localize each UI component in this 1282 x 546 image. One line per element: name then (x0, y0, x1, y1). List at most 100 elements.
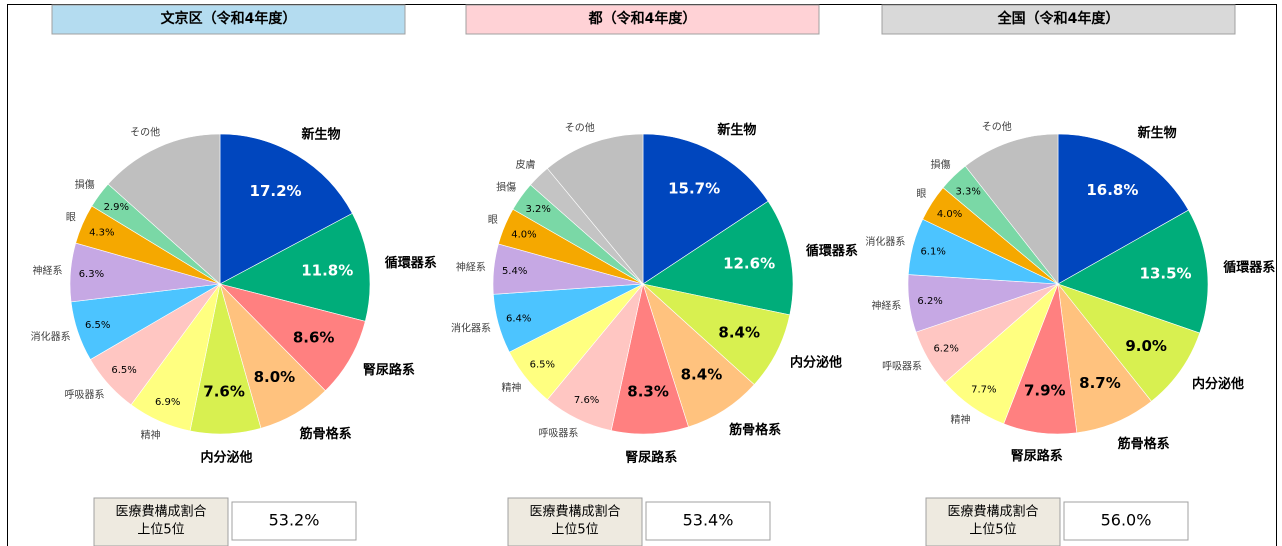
category-label: 損傷 (930, 158, 950, 171)
category-label: 新生物 (302, 126, 341, 142)
summary-label: 医療費構成割合 (529, 504, 620, 520)
category-label: 内分泌他 (790, 354, 842, 370)
value-label: 8.7% (1079, 374, 1121, 392)
summary-label: 医療費構成割合 (947, 504, 1038, 520)
value-label: 8.4% (718, 324, 760, 342)
category-label: 筋骨格系 (299, 426, 352, 442)
value-label: 6.2% (933, 343, 958, 354)
category-label: 眼 (66, 212, 76, 224)
value-label: 7.9% (1024, 382, 1066, 400)
value-label: 6.5% (85, 320, 110, 331)
category-label: 新生物 (1138, 125, 1177, 141)
value-label: 8.6% (293, 328, 335, 346)
summary-label-box (93, 497, 229, 546)
summary-value-box (1063, 501, 1189, 541)
summary-label: 上位5位 (137, 523, 184, 538)
value-label: 6.4% (506, 313, 531, 324)
category-label: その他 (982, 120, 1012, 133)
value-label: 2.9% (104, 202, 129, 213)
pie-slice (1057, 133, 1189, 285)
category-label: 損傷 (496, 180, 516, 193)
header-title: 都（令和4年度） (588, 10, 697, 27)
value-label: 16.8% (1086, 181, 1138, 199)
value-label: 8.4% (681, 365, 723, 383)
category-label: 眼 (488, 214, 498, 226)
category-label: 腎尿路系 (625, 449, 677, 465)
value-label: 17.2% (250, 182, 302, 200)
value-label: 5.4% (502, 266, 527, 277)
summary-value: 53.4% (683, 511, 734, 530)
value-label: 7.7% (971, 385, 996, 396)
category-label: 内分泌他 (201, 449, 253, 465)
category-label: 内分泌他 (1192, 376, 1244, 392)
value-label: 15.7% (668, 179, 720, 197)
category-label: 眼 (916, 188, 926, 200)
summary-label-box (925, 497, 1061, 546)
pie-slice (219, 133, 353, 285)
category-label: 神経系 (871, 299, 901, 312)
category-label: その他 (565, 121, 595, 134)
category-label: 循環器系 (385, 255, 437, 271)
value-label: 8.0% (254, 368, 296, 386)
header-title: 文京区（令和4年度） (161, 10, 297, 27)
pie-slice (546, 133, 644, 285)
category-label: 筋骨格系 (728, 422, 781, 438)
category-label: 精神 (141, 429, 161, 442)
value-label: 6.9% (155, 397, 180, 408)
pie-slice (964, 133, 1059, 285)
value-label: 7.6% (574, 395, 599, 406)
category-label: 呼吸器系 (65, 389, 105, 401)
category-label: 腎尿路系 (1011, 448, 1063, 464)
header-title: 全国（令和4年度） (997, 10, 1120, 27)
header-bg (51, 4, 406, 35)
summary-value: 56.0% (1101, 511, 1152, 530)
summary-value-box (645, 501, 771, 541)
value-label: 4.0% (511, 229, 536, 240)
category-label: その他 (130, 125, 160, 138)
category-label: 消化器系 (31, 330, 71, 343)
category-label: 精神 (501, 381, 521, 394)
header-bg (465, 4, 820, 35)
summary-label: 医療費構成割合 (115, 504, 206, 520)
summary-label-box (507, 497, 643, 546)
category-label: 循環器系 (1223, 260, 1275, 276)
pie-slice (1057, 209, 1209, 334)
value-label: 12.6% (723, 254, 775, 272)
pie-slice (1057, 282, 1152, 434)
category-label: 呼吸器系 (538, 427, 578, 439)
category-label: 循環器系 (806, 243, 858, 259)
category-label: 消化器系 (451, 321, 491, 334)
value-label: 4.3% (89, 227, 114, 238)
category-label: 神経系 (456, 260, 486, 273)
category-label: 腎尿路系 (363, 362, 415, 378)
value-label: 7.6% (203, 382, 245, 400)
value-label: 4.0% (937, 209, 962, 220)
pie-slice (1057, 283, 1201, 402)
pie-slice (219, 212, 371, 322)
pie-slice (642, 133, 769, 285)
summary-label: 上位5位 (551, 523, 598, 538)
category-label: 精神 (951, 413, 971, 426)
summary-value: 53.2% (269, 511, 320, 530)
value-label: 3.2% (525, 204, 550, 215)
category-label: 神経系 (33, 264, 63, 277)
value-label: 9.0% (1125, 337, 1167, 355)
pie-slice (107, 133, 221, 285)
value-label: 6.2% (917, 296, 942, 307)
category-label: 皮膚 (515, 158, 535, 171)
value-label: 8.3% (627, 382, 669, 400)
value-label: 6.1% (920, 247, 945, 258)
category-label: 呼吸器系 (882, 361, 922, 373)
category-label: 損傷 (75, 178, 95, 191)
value-label: 6.5% (111, 365, 136, 376)
value-label: 13.5% (1140, 265, 1192, 283)
category-label: 消化器系 (865, 235, 905, 248)
category-label: 筋骨格系 (1117, 436, 1170, 452)
value-label: 6.5% (530, 360, 555, 371)
value-label: 3.3% (956, 186, 981, 197)
pie-slice (642, 200, 794, 316)
header-bg (881, 4, 1236, 35)
value-label: 6.3% (79, 269, 104, 280)
category-label: 新生物 (717, 122, 756, 138)
